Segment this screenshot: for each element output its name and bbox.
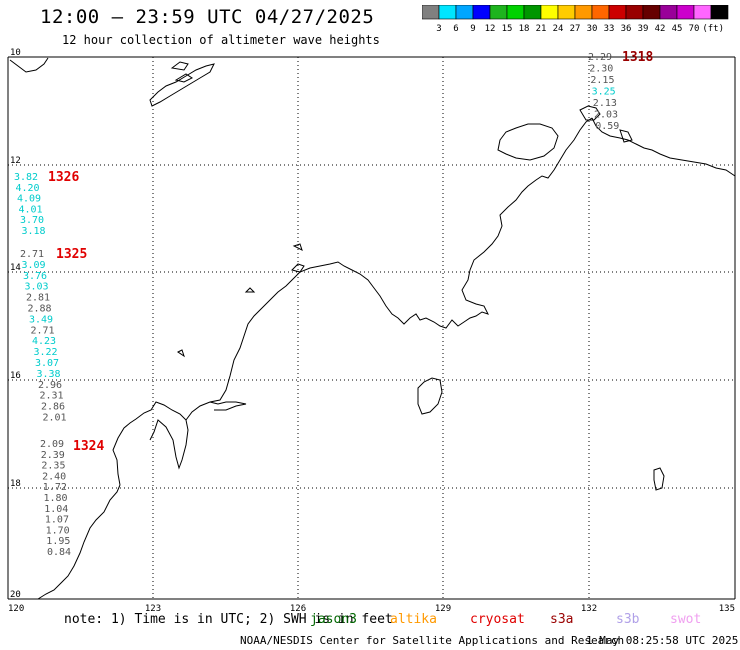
wave-height-value: 2.29 <box>588 52 612 63</box>
longitude-tick-label: 123 <box>145 604 161 614</box>
satellite-legend-item: jason3 <box>310 612 357 627</box>
satellite-legend-item: swot <box>670 612 702 627</box>
latitude-tick-label: 16 <box>10 371 21 381</box>
track-1326: 1326 3.824.204.094.013.703.18 <box>14 170 79 237</box>
satellite-legend-item: s3b <box>616 612 640 627</box>
axis-tick-labels: 10 12 14 16 18 20 120 123 126 129 132 135 <box>8 48 735 614</box>
longitude-tick-label: 120 <box>8 604 24 614</box>
colorbar-tick-label: 39 <box>638 24 649 34</box>
longitude-tick-label: 129 <box>435 604 451 614</box>
wave-height-value: 3.76 <box>23 271 47 282</box>
wave-height-value: 3.49 <box>29 314 53 325</box>
colorbar-tick-label: 12 <box>485 24 496 34</box>
colorbar-unit: (ft) <box>702 24 724 34</box>
wave-height-value: 1.70 <box>46 525 70 536</box>
longitude-tick-label: 126 <box>290 604 306 614</box>
wave-height-value: 3.07 <box>35 358 59 369</box>
wave-height-value: 4.20 <box>16 183 40 194</box>
wave-height-value: 4.01 <box>19 204 43 215</box>
wave-height-value: 2.71 <box>20 249 44 260</box>
wave-height-value: 2.09 <box>40 439 64 450</box>
wave-height-value: 3.03 <box>25 282 49 293</box>
wave-height-value: 3.25 <box>592 87 616 98</box>
track-1324: 1324 2.092.392.352.401.721.801.041.071.70… <box>40 439 104 558</box>
wave-height-value: 3.18 <box>22 226 46 237</box>
colorbar-swatch <box>710 5 729 20</box>
satellite-legend-item: altika <box>390 612 437 627</box>
longitude-tick-label: 132 <box>581 604 597 614</box>
colorbar-tick-label: 6 <box>453 24 458 34</box>
altimeter-tracks: 13263.824.204.094.013.703.1813252.713.09… <box>14 50 653 558</box>
latitude-tick-label: 20 <box>10 590 21 600</box>
wave-height-value: 2.31 <box>40 391 64 402</box>
wave-height-value: 2.03 <box>594 110 618 121</box>
wave-height-value: 2.39 <box>41 450 65 461</box>
latitude-tick-label: 18 <box>10 479 21 489</box>
colorbar-tick-label: 18 <box>519 24 530 34</box>
colorbar-tick-label: 9 <box>470 24 475 34</box>
wave-height-value: 2.40 <box>42 471 66 482</box>
latitude-tick-label: 12 <box>10 156 21 166</box>
colorbar-tick-label: 24 <box>553 24 564 34</box>
track-1325: 13252.713.093.763.032.812.883.492.714.23… <box>20 247 87 424</box>
wave-height-value: 3.09 <box>22 260 46 271</box>
wave-height-value: 2.13 <box>593 98 617 109</box>
wave-height-value: 2.86 <box>41 402 65 413</box>
wave-height-value: 2.71 <box>31 325 55 336</box>
wave-height-value: 1.07 <box>45 515 69 526</box>
colorbar-tick-label: 27 <box>570 24 581 34</box>
colorbar-tick-label: 42 <box>655 24 666 34</box>
track-id-label: 1325 <box>56 247 87 262</box>
colorbar-tick-label: 3 <box>436 24 441 34</box>
colorbar-tick-label: 33 <box>604 24 615 34</box>
wave-height-value: 3.82 <box>14 172 38 183</box>
map-subtitle: 12 hour collection of altimeter wave hei… <box>62 33 380 47</box>
wave-height-value: 1.95 <box>46 536 70 547</box>
track-1318: 1318 2.292.302.153.252.132.030.59 <box>588 50 653 132</box>
colorbar-tick-label: 36 <box>621 24 632 34</box>
credit-text: NOAA/NESDIS Center for Satellite Applica… <box>240 634 625 647</box>
map-frame <box>7 56 736 600</box>
wave-height-value: 2.15 <box>590 75 614 86</box>
colorbar-legend: 3 6 9 12 15 18 21 24 27 30 33 36 39 42 45 70 (ft) <box>422 5 729 34</box>
colorbar-tick-label: 15 <box>502 24 513 34</box>
lat-lon-grid <box>8 57 735 599</box>
latitude-tick-label: 14 <box>10 263 21 273</box>
wave-height-value: 0.84 <box>47 547 71 558</box>
coastline <box>9 57 736 600</box>
generated-timestamp: 1 May 08:25:58 UTC 2025 <box>586 634 739 647</box>
wave-height-value: 3.70 <box>20 215 44 226</box>
colorbar-tick-label: 30 <box>587 24 598 34</box>
colorbar-tick-label: 21 <box>536 24 547 34</box>
wave-height-value: 2.35 <box>41 461 65 472</box>
wave-height-value: 2.01 <box>43 413 67 424</box>
colorbar-tick-label: 45 <box>672 24 683 34</box>
wave-height-value: 2.88 <box>28 304 52 315</box>
longitude-tick-label: 135 <box>719 604 735 614</box>
wave-height-value: 0.59 <box>595 121 619 132</box>
satellite-legend-item: cryosat <box>470 612 525 627</box>
latitude-tick-label: 10 <box>10 48 21 58</box>
wave-height-value: 3.22 <box>34 347 58 358</box>
wave-height-value: 1.80 <box>44 493 68 504</box>
track-id-label: 1318 <box>622 50 653 65</box>
track-id-label: 1326 <box>48 170 79 185</box>
wave-height-value: 4.23 <box>32 336 56 347</box>
map-title: 12:00 – 23:59 UTC 04/27/2025 <box>40 6 375 28</box>
wave-height-value: 1.72 <box>43 482 67 493</box>
footer-note-line: note: 1) Time is in UTC; 2) SWH is in fe… <box>64 612 393 627</box>
wave-height-value: 2.96 <box>38 380 62 391</box>
wave-height-value: 2.30 <box>589 64 613 75</box>
wave-height-value: 3.38 <box>37 369 61 380</box>
wave-height-value: 4.09 <box>17 194 41 205</box>
satellite-legend-item: s3a <box>550 612 574 627</box>
wave-height-value: 2.81 <box>26 293 50 304</box>
colorbar-tick-label: 70 <box>689 24 700 34</box>
track-id-label: 1324 <box>73 439 104 454</box>
wave-height-value: 1.04 <box>44 504 68 515</box>
footer-note: note: 1) Time is in UTC; 2) SWH is in fe… <box>64 612 393 627</box>
